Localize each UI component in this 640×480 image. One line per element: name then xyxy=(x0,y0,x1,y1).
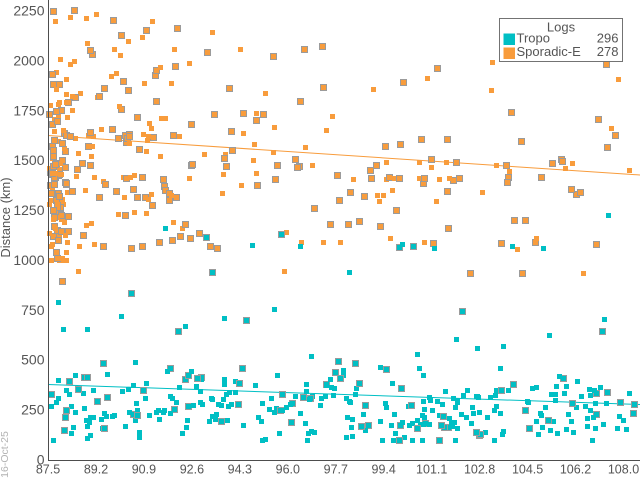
svg-text:1000: 1000 xyxy=(13,252,44,268)
svg-text:278: 278 xyxy=(597,44,619,59)
svg-text:Sporadic-E: Sporadic-E xyxy=(517,44,582,59)
svg-text:104.5: 104.5 xyxy=(512,463,543,477)
svg-text:250: 250 xyxy=(21,402,45,418)
svg-text:99.4: 99.4 xyxy=(372,463,396,477)
svg-text:Logs: Logs xyxy=(547,20,576,35)
svg-text:97.7: 97.7 xyxy=(324,463,348,477)
svg-text:89.2: 89.2 xyxy=(84,463,108,477)
svg-text:96.0: 96.0 xyxy=(276,463,300,477)
svg-text:1500: 1500 xyxy=(13,152,44,168)
svg-text:296: 296 xyxy=(597,31,619,46)
svg-text:Tropo: Tropo xyxy=(517,31,550,46)
svg-text:90.9: 90.9 xyxy=(132,463,156,477)
svg-text:92.6: 92.6 xyxy=(180,463,204,477)
svg-text:16-Oct-25: 16-Oct-25 xyxy=(0,431,11,478)
svg-text:750: 750 xyxy=(21,302,45,318)
svg-text:0: 0 xyxy=(37,452,45,468)
svg-text:106.2: 106.2 xyxy=(560,463,591,477)
svg-text:Distance (km): Distance (km) xyxy=(0,177,13,257)
svg-text:2000: 2000 xyxy=(13,52,44,68)
svg-text:500: 500 xyxy=(21,352,45,368)
svg-text:1750: 1750 xyxy=(13,102,44,118)
svg-text:2250: 2250 xyxy=(13,3,44,19)
svg-text:87.5: 87.5 xyxy=(36,463,60,477)
svg-text:1250: 1250 xyxy=(13,202,44,218)
svg-text:101.1: 101.1 xyxy=(416,463,447,477)
svg-text:94.3: 94.3 xyxy=(228,463,252,477)
svg-text:108.0: 108.0 xyxy=(608,463,639,477)
svg-text:102.8: 102.8 xyxy=(464,463,495,477)
